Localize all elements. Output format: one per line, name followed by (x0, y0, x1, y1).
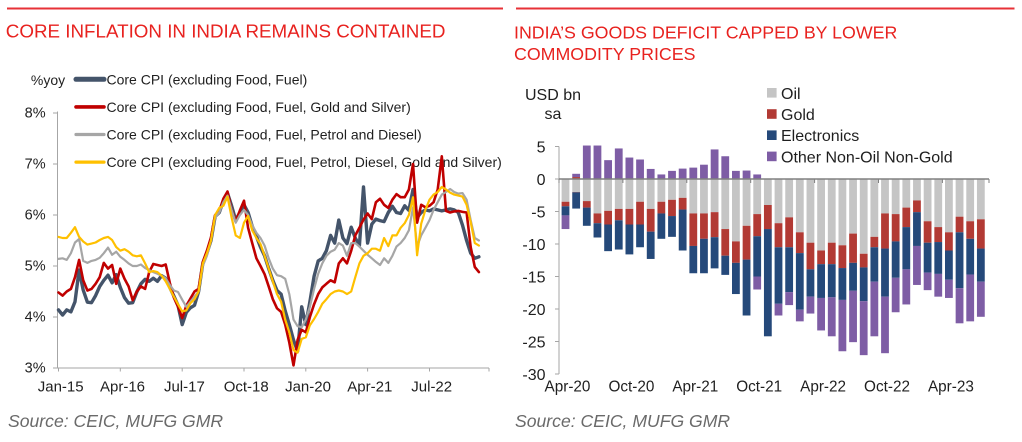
svg-text:4%: 4% (25, 310, 46, 326)
svg-text:Source: CEIC, MUFG GMR: Source: CEIC, MUFG GMR (8, 411, 223, 431)
svg-text:Oil: Oil (781, 86, 801, 103)
svg-text:Core CPI (excluding Food, Fuel: Core CPI (excluding Food, Fuel, Gold and… (107, 99, 411, 115)
svg-text:Core CPI (excluding Food, Fuel: Core CPI (excluding Food, Fuel, Petrol a… (107, 127, 422, 143)
svg-text:6%: 6% (25, 208, 46, 224)
svg-text:5%: 5% (25, 259, 46, 275)
svg-text:CORE INFLATION IN INDIA REMAIN: CORE INFLATION IN INDIA REMAINS CONTAINE… (6, 21, 446, 42)
svg-text:Apr-20: Apr-20 (545, 378, 591, 395)
svg-text:-5: -5 (531, 204, 545, 221)
svg-text:Jul-17: Jul-17 (164, 378, 205, 395)
svg-text:5: 5 (537, 139, 546, 156)
svg-text:Source: CEIC, MUFG GMR: Source: CEIC, MUFG GMR (515, 411, 730, 431)
svg-text:Jan-15: Jan-15 (38, 378, 84, 395)
svg-text:0: 0 (537, 172, 546, 189)
svg-text:7%: 7% (25, 157, 46, 173)
svg-text:Electronics: Electronics (781, 128, 859, 145)
svg-text:8%: 8% (25, 106, 46, 122)
svg-text:Apr-21: Apr-21 (347, 378, 392, 395)
svg-text:Core CPI (excluding Food, Fuel: Core CPI (excluding Food, Fuel) (107, 71, 308, 87)
svg-text:-20: -20 (522, 302, 545, 319)
svg-text:Other Non-Oil Non-Gold: Other Non-Oil Non-Gold (781, 149, 953, 166)
svg-text:sa: sa (545, 106, 562, 123)
svg-text:Gold: Gold (781, 107, 815, 124)
svg-text:%yoy: %yoy (31, 72, 65, 88)
svg-text:3%: 3% (25, 361, 46, 377)
svg-text:-30: -30 (522, 367, 545, 384)
svg-text:Jul-22: Jul-22 (411, 378, 452, 395)
svg-text:-15: -15 (522, 269, 545, 286)
svg-text:Oct-21: Oct-21 (736, 378, 782, 395)
svg-text:-10: -10 (522, 237, 545, 254)
svg-text:Oct-18: Oct-18 (224, 378, 269, 395)
svg-text:Oct-20: Oct-20 (608, 378, 654, 395)
svg-text:Jan-20: Jan-20 (285, 378, 331, 395)
svg-text:-25: -25 (522, 334, 545, 351)
svg-text:USD bn: USD bn (525, 87, 581, 104)
svg-text:COMMODITY PRICES: COMMODITY PRICES (514, 44, 696, 64)
svg-text:Apr-16: Apr-16 (100, 378, 145, 395)
svg-text:INDIA’S GOODS DEFICIT CAPPED B: INDIA’S GOODS DEFICIT CAPPED BY LOWER (514, 23, 898, 43)
svg-text:Apr-22: Apr-22 (800, 378, 846, 395)
svg-text:Apr-23: Apr-23 (928, 378, 974, 395)
svg-text:Apr-21: Apr-21 (672, 378, 718, 395)
svg-text:Oct-22: Oct-22 (864, 378, 910, 395)
